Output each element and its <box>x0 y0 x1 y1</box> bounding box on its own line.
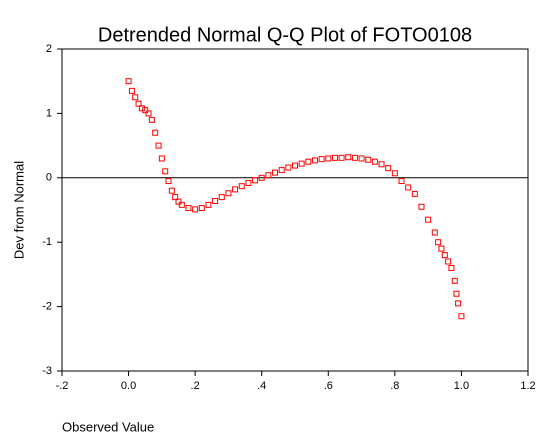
point <box>441 252 448 259</box>
point <box>225 190 232 197</box>
point <box>311 157 318 164</box>
point <box>285 164 292 171</box>
x-tick-label: .6 <box>324 380 333 392</box>
point <box>175 198 182 205</box>
point <box>418 203 425 210</box>
point <box>305 158 312 165</box>
point <box>162 168 169 175</box>
point <box>142 107 149 114</box>
point <box>453 290 460 297</box>
x-tick-label: 1.2 <box>520 380 535 392</box>
point <box>152 129 159 136</box>
point <box>398 178 405 185</box>
y-axis-label: Dev from Normal <box>11 161 26 259</box>
y-tick-label: -2 <box>42 301 52 313</box>
point <box>458 313 465 320</box>
point <box>132 94 139 101</box>
y-tick-label: 1 <box>46 107 52 119</box>
plot-frame <box>61 48 529 372</box>
point <box>158 155 165 162</box>
point <box>238 183 245 190</box>
point <box>172 194 179 201</box>
point <box>345 154 352 161</box>
point <box>165 178 172 185</box>
point <box>145 110 152 117</box>
point <box>192 206 199 213</box>
point <box>435 239 442 246</box>
point <box>365 156 372 163</box>
point <box>245 179 252 186</box>
point <box>128 87 135 94</box>
chart-title: Detrended Normal Q-Q Plot of FOTO0108 <box>98 24 472 46</box>
point <box>252 177 259 184</box>
point <box>455 300 462 307</box>
point <box>198 205 205 212</box>
point <box>232 186 239 193</box>
y-tick-label: -1 <box>42 236 52 248</box>
point <box>292 162 298 169</box>
x-tick-label: .2 <box>191 380 200 392</box>
point <box>451 277 458 284</box>
point <box>265 172 272 179</box>
point <box>338 154 345 161</box>
y-tick-label: 0 <box>46 172 52 184</box>
point <box>391 170 398 177</box>
point <box>371 158 378 165</box>
x-tick-label: 0.0 <box>121 380 136 392</box>
point <box>445 258 452 265</box>
point <box>331 154 338 161</box>
point <box>411 190 418 197</box>
point <box>351 154 358 161</box>
point <box>385 165 392 172</box>
point <box>318 156 325 163</box>
point <box>448 264 455 271</box>
point <box>205 201 212 208</box>
x-tick-label: .4 <box>257 380 266 392</box>
point <box>125 78 132 85</box>
x-tick-label: -.2 <box>56 380 69 392</box>
point <box>425 216 432 223</box>
point <box>258 174 265 181</box>
point <box>298 160 305 167</box>
point <box>378 161 385 168</box>
x-axis-label: Observed Value <box>62 419 154 434</box>
point <box>438 245 445 252</box>
point <box>135 100 142 107</box>
point <box>148 116 155 123</box>
point <box>278 167 285 174</box>
point <box>272 169 279 176</box>
point <box>431 229 438 236</box>
y-tick-label: 2 <box>46 43 52 55</box>
point <box>218 194 225 201</box>
point <box>212 197 219 204</box>
point <box>325 155 332 162</box>
point <box>178 201 185 208</box>
point <box>155 142 162 149</box>
point <box>405 184 412 191</box>
point <box>168 187 175 194</box>
point <box>185 205 192 212</box>
point <box>358 155 365 162</box>
y-tick-label: -3 <box>42 365 52 377</box>
x-tick-label: .8 <box>390 380 399 392</box>
x-tick-label: 1.0 <box>454 380 469 392</box>
point <box>138 105 145 112</box>
